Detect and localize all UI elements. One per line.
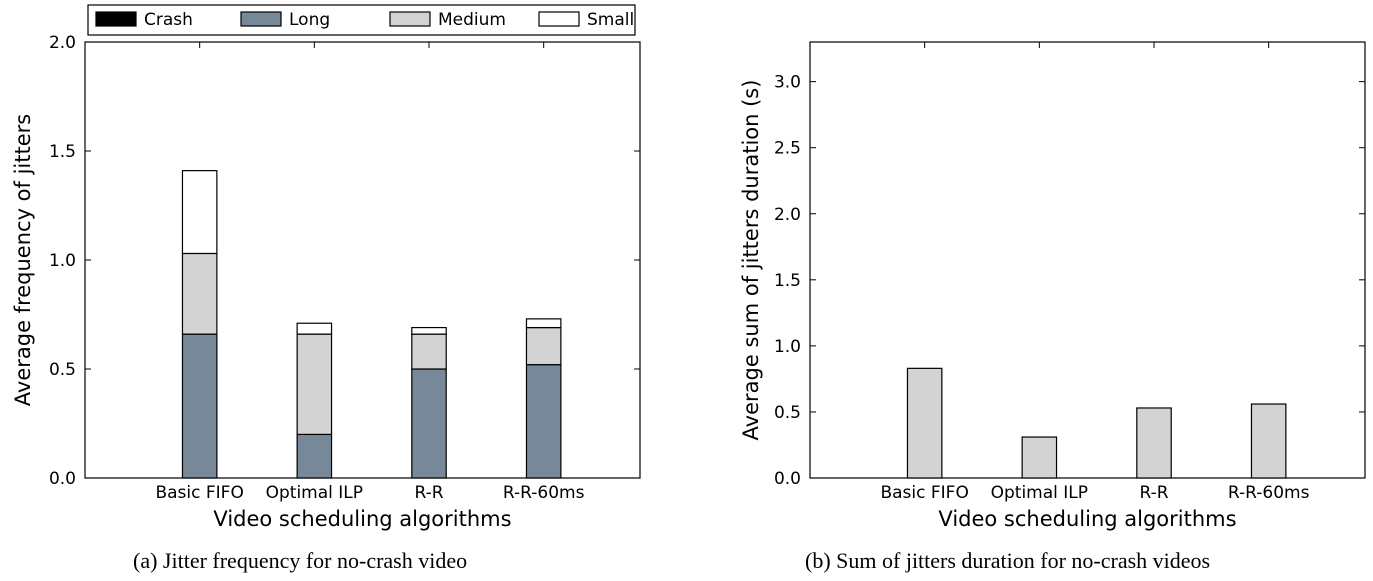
y-tick-label: 0.5 — [774, 403, 801, 423]
legend-swatch-crash — [95, 11, 137, 27]
x-tick-label: Basic FIFO — [155, 483, 243, 503]
bar-long — [296, 433, 333, 479]
x-axis-label: Video scheduling algorithms — [938, 507, 1236, 531]
x-tick-label: R-R — [1139, 483, 1168, 503]
x-axis-label: Video scheduling algorithms — [213, 507, 511, 531]
y-tick-label: 1.0 — [774, 337, 801, 357]
plot-frame — [809, 41, 1366, 479]
chart-a-jitter-frequency: 0.0 0.5 1.0 1.5 2.0 Basic FIFO Optimal ILP R-R R… — [11, 4, 641, 531]
x-tick-label: Optimal ILP — [991, 483, 1088, 503]
bar-small — [525, 318, 562, 329]
caption-b: (b) Sum of jitters duration for no-crash… — [805, 548, 1211, 573]
legend-label-medium: Medium — [438, 10, 506, 30]
bar-medium — [411, 333, 447, 370]
legend-swatch-long — [240, 11, 282, 27]
legend-swatch-medium — [389, 11, 431, 27]
y-tick-label: 1.5 — [774, 271, 801, 291]
y-tick-label: 1.5 — [49, 142, 76, 162]
x-tick-label: R-R — [414, 483, 443, 503]
bar-small — [181, 170, 218, 255]
y-tick-label: 0.0 — [774, 469, 801, 489]
x-tick-label: Basic FIFO — [880, 483, 968, 503]
bar-small — [411, 326, 447, 335]
y-tick-label: 2.0 — [774, 205, 801, 225]
y-tick-label: 2.5 — [774, 139, 801, 159]
bar-long — [525, 364, 562, 479]
bar-medium — [181, 252, 218, 335]
y-tick-label: 2.0 — [49, 33, 76, 53]
bar — [1136, 407, 1172, 479]
legend-label-crash: Crash — [144, 10, 193, 30]
y-tick-label: 3.0 — [774, 73, 801, 93]
x-tick-label: R-R-60ms — [503, 483, 585, 503]
chart-b-jitter-duration: 0.0 0.5 1.0 1.5 2.0 2.5 3.0 Basic FIFO Optimal I… — [739, 41, 1366, 531]
y-axis-label: Average sum of jitters duration (s) — [739, 80, 763, 441]
y-tick-label: 0.0 — [49, 469, 76, 489]
bar-long — [411, 368, 447, 479]
y-axis-label: Average frequency of jitters — [11, 114, 35, 406]
y-tick-label: 0.5 — [49, 360, 76, 380]
bar-medium — [525, 326, 562, 366]
bar-medium — [296, 333, 333, 435]
x-tick-label: Optimal ILP — [266, 483, 363, 503]
y-tick-label: 1.0 — [49, 251, 76, 271]
bar — [906, 367, 943, 479]
legend-swatch-small — [538, 11, 580, 27]
legend-label-small: Small — [587, 10, 634, 30]
bar — [1021, 436, 1058, 479]
legend-label-long: Long — [289, 10, 330, 30]
bar-small — [296, 322, 333, 335]
x-tick-label: R-R-60ms — [1228, 483, 1310, 503]
caption-a: (a) Jitter frequency for no-crash video — [133, 548, 468, 573]
bar-long — [181, 333, 218, 479]
bar — [1250, 403, 1287, 479]
